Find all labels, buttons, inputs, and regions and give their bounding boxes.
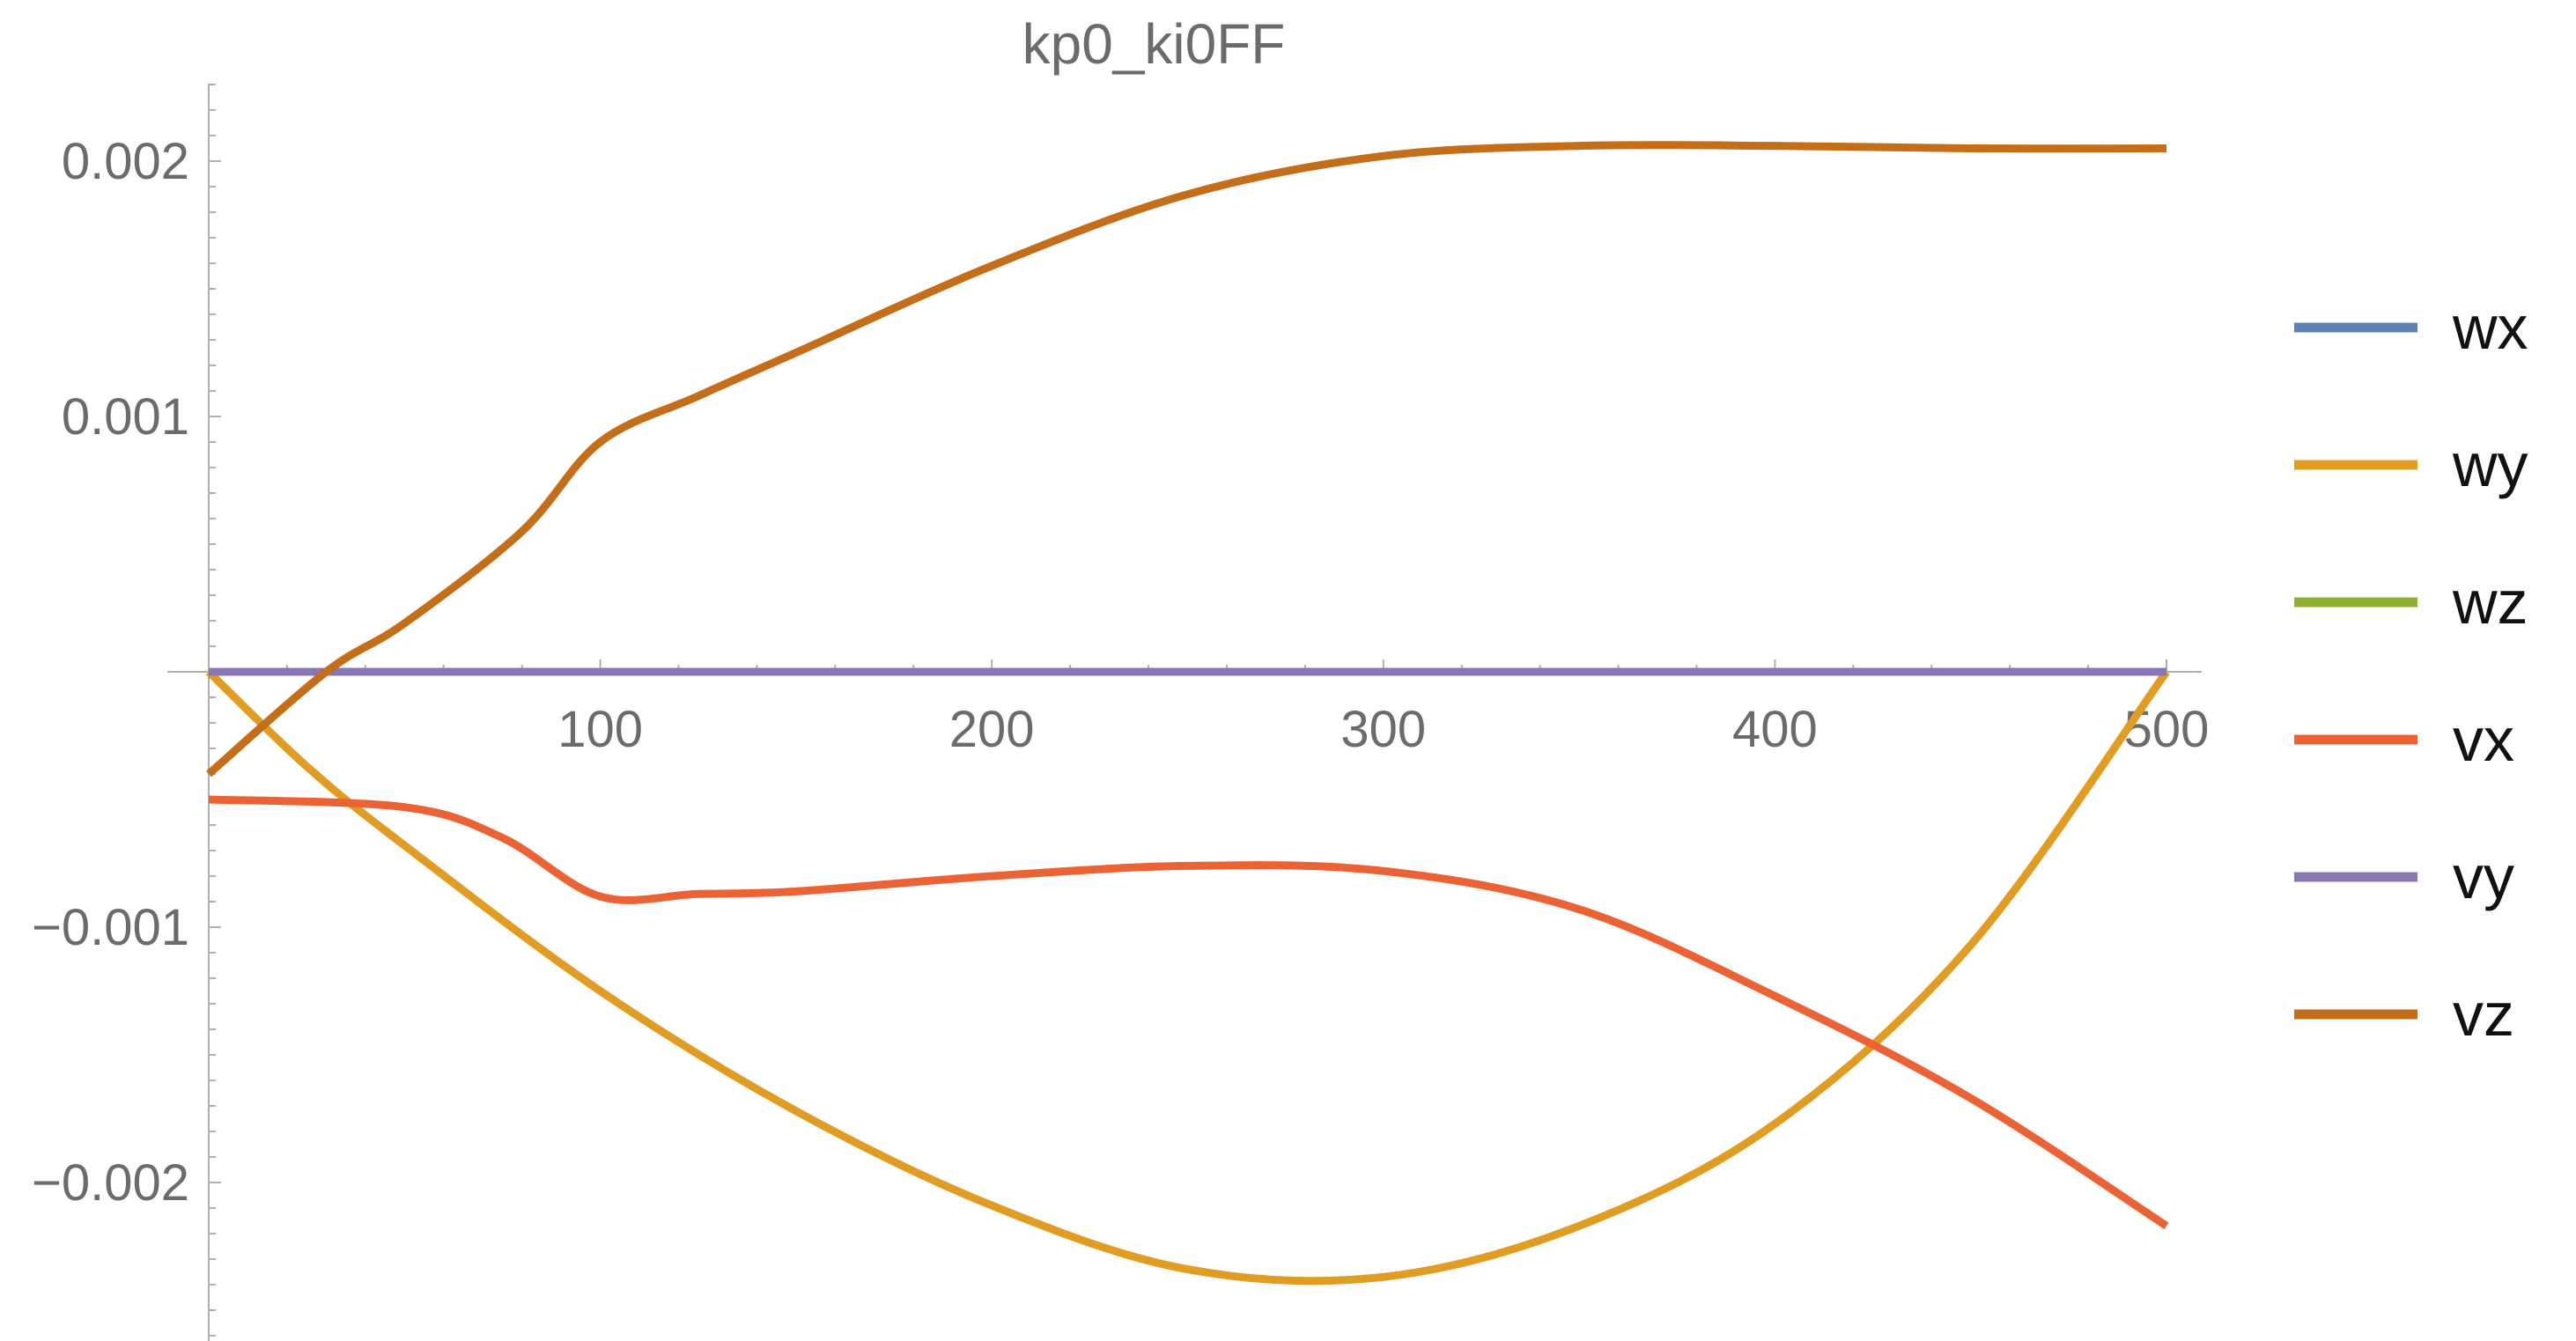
series-line-vx: [208, 795, 2169, 1230]
x-tick-label: 100: [557, 701, 643, 758]
x-tick-label: 400: [1732, 701, 1818, 758]
x-tick-label: 300: [1340, 701, 1426, 758]
legend-label-wy: wy: [2452, 431, 2528, 499]
legend-label-vx: vx: [2453, 705, 2514, 774]
y-tick-label: 0.001: [62, 388, 189, 446]
x-tick-label: 200: [949, 701, 1035, 758]
y-tick-label: 0.002: [62, 133, 189, 190]
chart-title: kp0_ki0FF: [1022, 12, 1286, 76]
legend-label-wx: wx: [2452, 293, 2528, 362]
legend-label-vy: vy: [2453, 843, 2514, 911]
legend-label-wz: wz: [2452, 568, 2528, 637]
y-tick-label: −0.001: [32, 899, 189, 956]
legend-label-vz: vz: [2453, 980, 2514, 1049]
series-line-vz: [206, 141, 2167, 777]
y-tick-label: −0.002: [32, 1154, 189, 1212]
legend: wx wy wz vx vy vz: [2294, 293, 2528, 1049]
series-lines: [205, 141, 2170, 1286]
series-line-wy: [205, 668, 2170, 1286]
